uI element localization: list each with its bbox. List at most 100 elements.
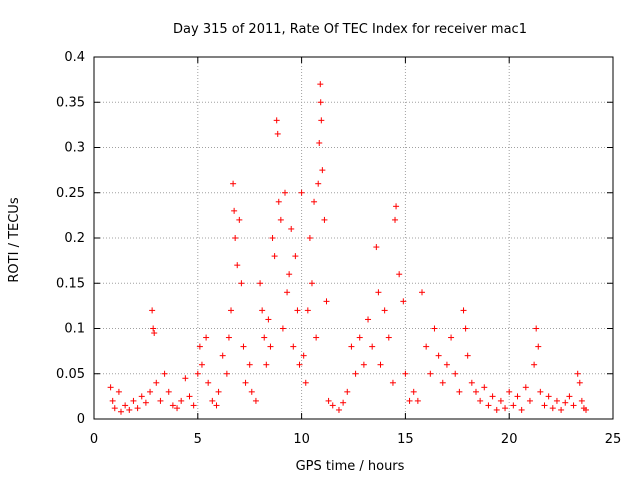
data-point	[410, 388, 417, 395]
x-tick-label: 15	[397, 432, 414, 447]
data-point	[296, 361, 303, 368]
data-point	[472, 388, 479, 395]
data-point	[275, 198, 282, 205]
data-point	[566, 393, 573, 400]
data-point	[485, 402, 492, 409]
data-point	[435, 352, 442, 359]
data-point	[311, 198, 318, 205]
data-point	[578, 397, 585, 404]
data-point	[126, 406, 133, 413]
y-tick-label: 0.35	[56, 95, 85, 110]
data-point	[294, 307, 301, 314]
data-point	[562, 399, 569, 406]
data-point	[269, 235, 276, 241]
data-point	[462, 325, 469, 332]
data-point	[286, 271, 293, 278]
data-point	[298, 189, 305, 196]
data-point	[130, 397, 137, 404]
data-point	[147, 388, 154, 395]
data-point	[317, 81, 324, 88]
data-point	[122, 402, 129, 409]
data-point	[381, 307, 388, 314]
data-point	[452, 370, 459, 377]
data-point	[558, 406, 565, 413]
data-point	[464, 352, 471, 359]
axis-ticks	[93, 56, 614, 420]
chart-title: Day 315 of 2011, Rate Of TEC Index for r…	[173, 22, 527, 37]
data-point	[518, 406, 525, 413]
data-point	[460, 307, 467, 314]
data-point	[157, 397, 164, 404]
data-point	[325, 397, 332, 404]
data-point	[526, 397, 533, 404]
data-point	[396, 271, 403, 278]
x-tick-label: 25	[605, 432, 622, 447]
data-point	[248, 388, 255, 395]
data-point	[308, 280, 315, 287]
data-point	[274, 130, 281, 137]
data-point	[497, 397, 504, 404]
data-point	[477, 397, 484, 404]
y-tick-label: 0.15	[56, 276, 85, 291]
data-point	[182, 375, 189, 382]
data-point	[134, 405, 141, 412]
y-tick-labels: 0 0.05 0.1 0.15 0.2 0.25 0.3 0.35 0.4	[56, 50, 85, 427]
data-point	[165, 388, 172, 395]
data-point	[107, 384, 114, 391]
data-point	[329, 402, 336, 409]
data-point	[279, 325, 286, 332]
data-point	[392, 216, 399, 223]
data-point	[265, 316, 272, 323]
data-point	[138, 393, 145, 400]
data-point	[267, 343, 274, 350]
data-point	[414, 397, 421, 404]
data-point	[142, 399, 149, 406]
data-point	[231, 207, 238, 214]
data-point	[316, 139, 323, 146]
x-tick-label: 5	[194, 432, 202, 447]
data-point	[365, 316, 372, 323]
x-tick-label: 20	[501, 432, 518, 447]
data-point	[514, 393, 521, 400]
data-point	[348, 343, 355, 350]
data-point	[242, 379, 249, 386]
data-point	[238, 280, 245, 287]
data-point	[284, 289, 291, 296]
data-point	[196, 343, 203, 350]
data-point	[161, 370, 168, 377]
data-point	[198, 361, 205, 368]
data-point	[549, 405, 556, 412]
data-point	[583, 406, 590, 413]
data-point	[109, 397, 116, 404]
data-point	[263, 361, 270, 368]
data-point	[277, 216, 284, 223]
data-point	[502, 405, 509, 412]
data-point	[186, 393, 193, 400]
data-point	[531, 361, 538, 368]
data-point	[448, 334, 455, 341]
data-point	[115, 388, 122, 395]
data-point	[315, 180, 322, 187]
data-point	[203, 334, 210, 341]
data-point	[570, 402, 577, 409]
x-tick-label: 0	[90, 432, 98, 447]
data-point	[419, 289, 426, 296]
data-point	[323, 298, 330, 305]
data-point	[402, 370, 409, 377]
data-point	[373, 244, 380, 251]
data-point	[236, 216, 243, 223]
data-point	[481, 384, 488, 391]
data-point	[223, 370, 230, 377]
data-point	[290, 343, 297, 350]
y-tick-label: 0.3	[64, 141, 85, 156]
data-point	[302, 379, 309, 386]
data-point	[443, 361, 450, 368]
data-point	[225, 334, 232, 341]
data-point	[574, 370, 581, 377]
data-point	[257, 280, 264, 287]
data-point	[389, 379, 396, 386]
data-point	[352, 370, 359, 377]
y-tick-label: 0.05	[56, 367, 85, 382]
data-point	[111, 405, 118, 412]
